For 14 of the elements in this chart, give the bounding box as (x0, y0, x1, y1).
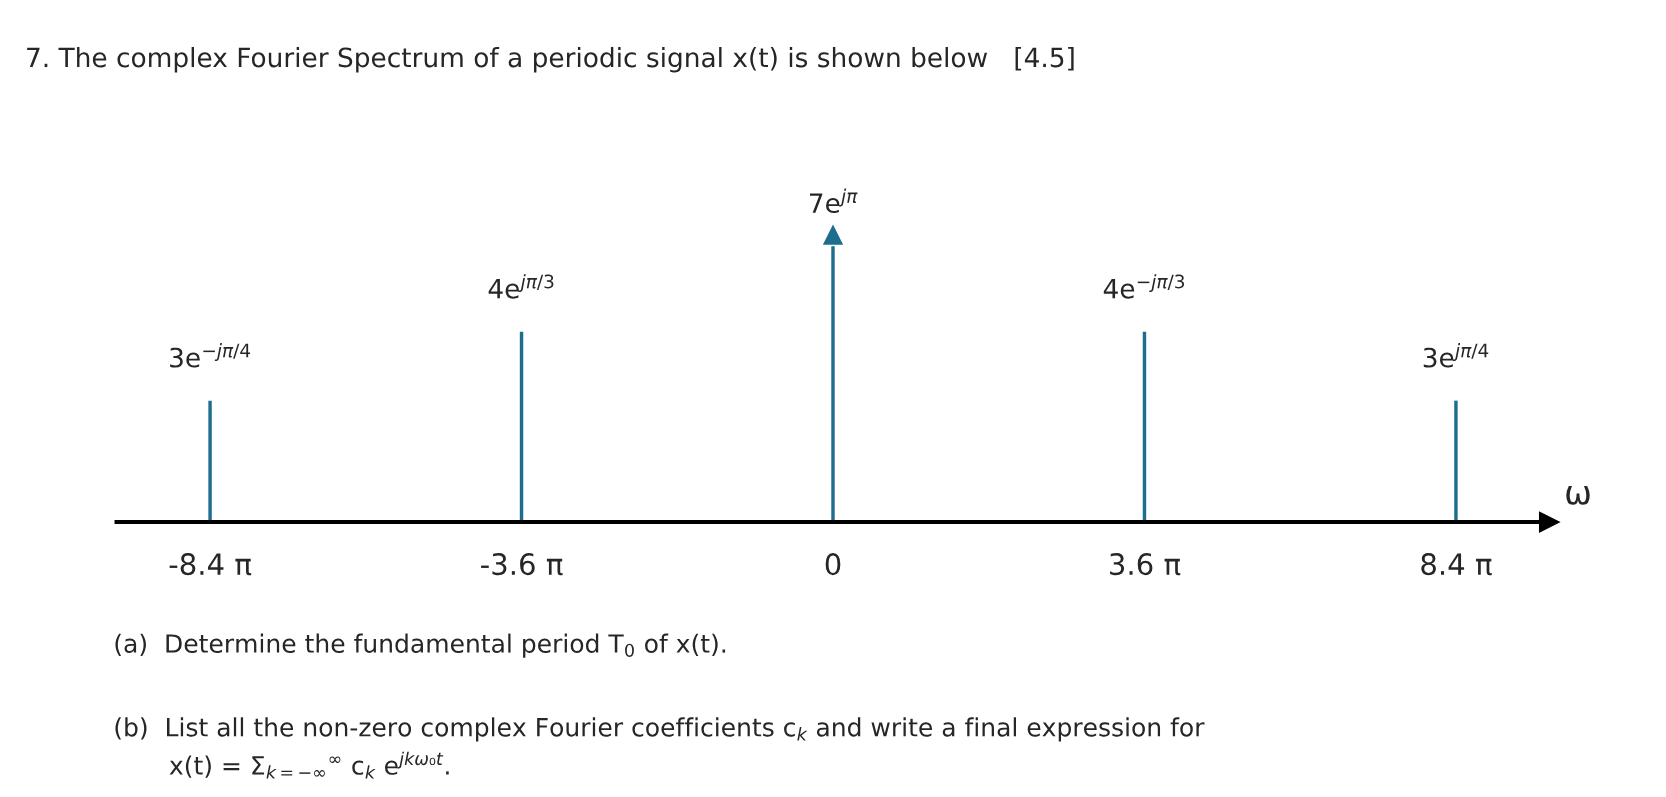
text: (a) Determine the fundamental period T$_{0}$ of x(t). (115, 633, 726, 658)
x-axis-title: ω (1566, 486, 1590, 505)
annotation: 3e$^{−jπ/4}$ (170, 343, 251, 368)
x-tick-label: 3.6 π (1110, 553, 1181, 576)
x-tick-label: 8.4 π (1421, 553, 1492, 576)
annotation: 3e$^{jπ/4}$ (1423, 343, 1489, 368)
annotation: 4e$^{jπ/3}$ (488, 274, 554, 299)
x-tick-label: -3.6 π (481, 553, 563, 576)
text: (b) List all the non-zero complex Fourier coefficients c$_{k}$ and write a final expression for x(t) = Σ$_{k=−∞}$$^{∞}$ c$_{k}$ e$^{jkω₀t}$. (115, 717, 1205, 779)
annotation: 4e$^{−jπ/3}$ (1103, 274, 1185, 299)
x-tick-label: -8.4 π (169, 553, 252, 576)
x-tick-label: 0 (825, 553, 841, 576)
chart-title: 7. The complex Fourier Spectrum of a periodic signal x(t) is shown below [4.5] (27, 47, 1074, 73)
annotation: 7e$^{jπ}$ (809, 188, 858, 214)
